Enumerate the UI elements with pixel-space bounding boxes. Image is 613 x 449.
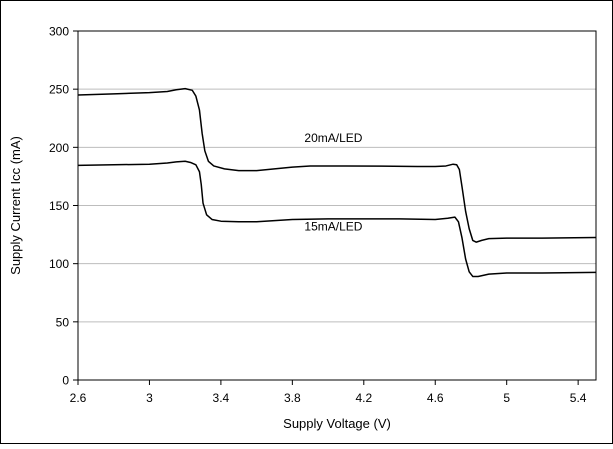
x-tick-label-6: 5: [503, 391, 510, 405]
y-tick-label-4: 200: [49, 141, 69, 155]
x-tick-label-7: 5.4: [570, 391, 587, 405]
x-tick-label-1: 3: [146, 391, 153, 405]
y-tick-label-2: 100: [49, 257, 69, 271]
x-tick-label-0: 2.6: [70, 391, 87, 405]
y-tick-label-0: 0: [62, 374, 69, 388]
axes: [73, 30, 597, 385]
x-axis-label: Supply Voltage (V): [283, 416, 391, 431]
x-tick-label-5: 4.6: [427, 391, 444, 405]
annotation-0: 20mA/LED: [304, 131, 362, 145]
series-line-20ma-led: [77, 87, 597, 243]
x-tick-label-4: 4.2: [355, 391, 372, 405]
annotation-1: 15mA/LED: [304, 219, 362, 233]
series-line-15ma-led: [77, 160, 597, 278]
x-tick-label-3: 3.8: [284, 391, 301, 405]
x-tick-label-2: 3.4: [213, 391, 230, 405]
labels-layer: 0 50 100 150 200 250 300 2.6 3 3.4 3.8 4.2 4.6 5 5.4 20…: [49, 25, 587, 406]
y-tick-label-1: 50: [56, 315, 70, 329]
y-tick-label-3: 150: [49, 199, 69, 213]
y-tick-label-5: 250: [49, 83, 69, 97]
y-axis-label: Supply Current Icc (mA): [8, 136, 23, 275]
y-tick-label-6: 300: [49, 25, 69, 39]
series-layer: [77, 87, 597, 278]
